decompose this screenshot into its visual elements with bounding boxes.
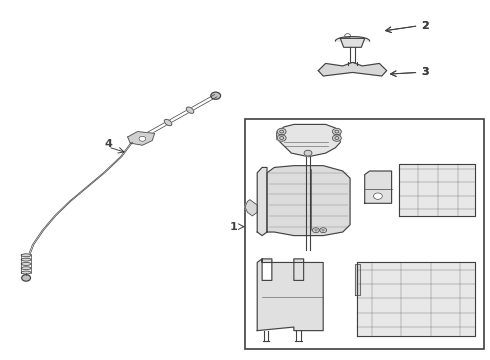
Bar [245, 119, 485, 348]
Text: 2: 2 [421, 21, 429, 31]
Polygon shape [257, 167, 267, 235]
Ellipse shape [21, 267, 31, 270]
Circle shape [373, 193, 382, 199]
Ellipse shape [21, 254, 31, 257]
Text: 4: 4 [104, 139, 112, 149]
Polygon shape [335, 37, 369, 41]
Ellipse shape [164, 120, 172, 126]
Text: 2: 2 [421, 21, 429, 31]
Polygon shape [245, 200, 257, 216]
Polygon shape [318, 62, 387, 76]
Circle shape [211, 92, 220, 99]
Ellipse shape [21, 262, 31, 265]
Circle shape [277, 135, 286, 141]
Ellipse shape [21, 271, 31, 274]
Polygon shape [277, 125, 340, 157]
Polygon shape [340, 39, 365, 47]
Circle shape [320, 228, 327, 233]
Polygon shape [357, 262, 475, 336]
Ellipse shape [186, 107, 194, 113]
Circle shape [332, 135, 341, 141]
Circle shape [313, 228, 319, 233]
Circle shape [22, 275, 30, 281]
Circle shape [139, 136, 146, 141]
Text: 3: 3 [421, 67, 429, 77]
Ellipse shape [21, 258, 31, 261]
Text: 1: 1 [230, 222, 238, 231]
Text: 3: 3 [421, 67, 429, 77]
Circle shape [304, 150, 312, 156]
Circle shape [332, 129, 341, 135]
Polygon shape [355, 264, 360, 295]
Circle shape [277, 129, 286, 135]
Polygon shape [365, 171, 392, 203]
Polygon shape [267, 166, 350, 235]
Polygon shape [257, 259, 323, 330]
Polygon shape [128, 132, 155, 145]
Polygon shape [399, 164, 475, 216]
